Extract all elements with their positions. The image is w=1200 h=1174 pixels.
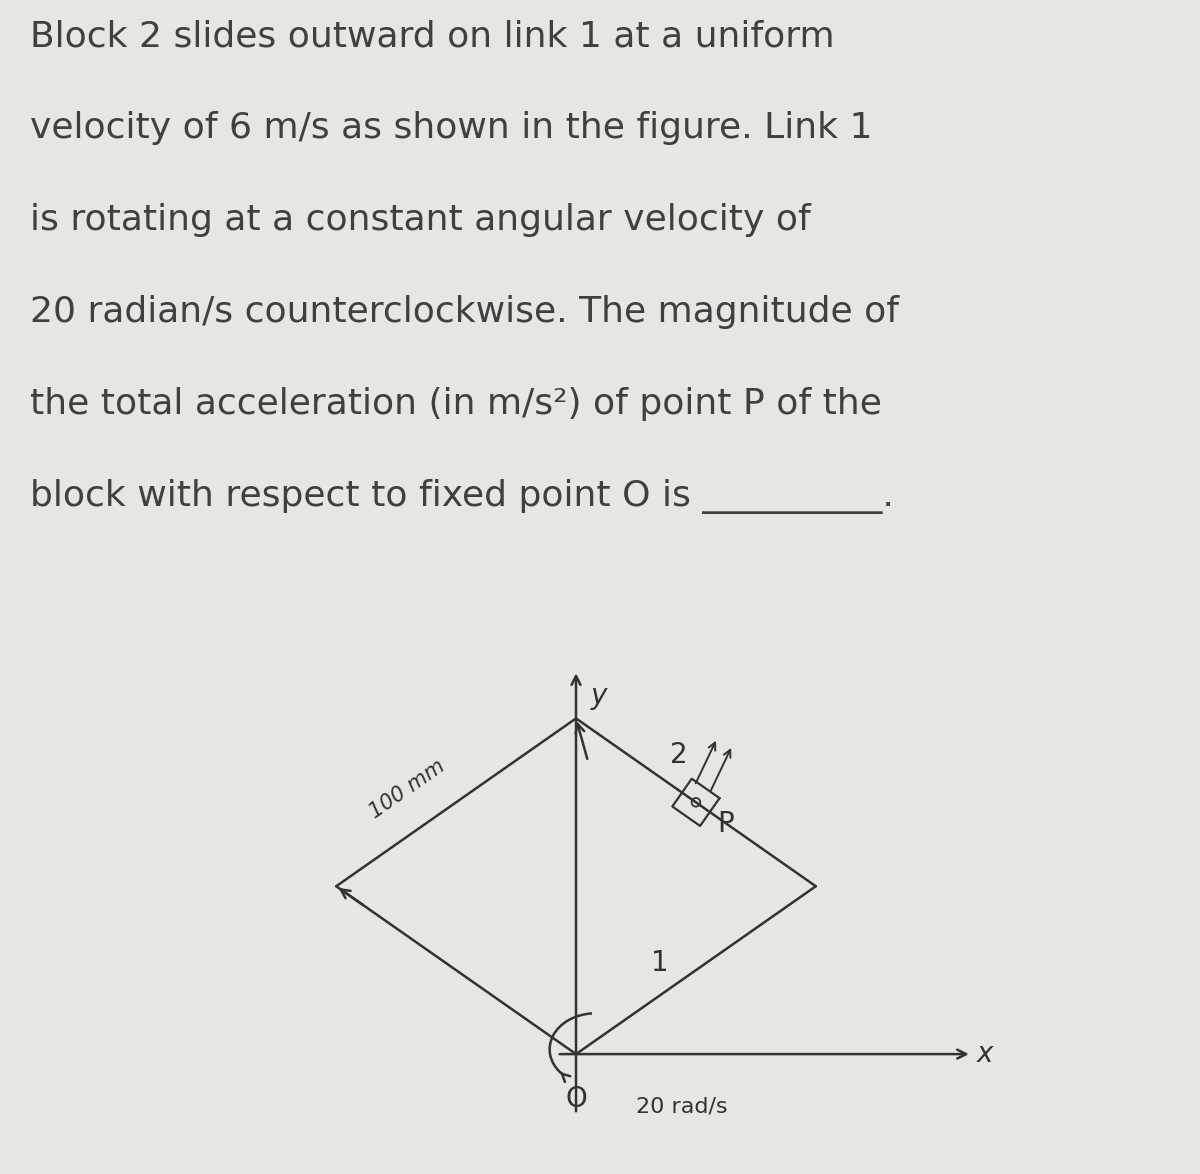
Text: y: y [590, 682, 607, 710]
Text: block with respect to fixed point O is __________.: block with respect to fixed point O is _… [30, 479, 894, 514]
Text: is rotating at a constant angular velocity of: is rotating at a constant angular veloci… [30, 203, 811, 237]
Text: 1: 1 [652, 949, 668, 977]
Text: O: O [565, 1085, 587, 1113]
Text: x: x [977, 1040, 992, 1068]
Text: Block 2 slides outward on link 1 at a uniform: Block 2 slides outward on link 1 at a un… [30, 19, 835, 53]
Text: 2: 2 [671, 741, 688, 769]
Text: P: P [718, 810, 734, 838]
Text: 20 rad/s: 20 rad/s [636, 1097, 727, 1116]
Text: velocity of 6 m/s as shown in the figure. Link 1: velocity of 6 m/s as shown in the figure… [30, 112, 872, 144]
Text: 100 mm: 100 mm [366, 756, 449, 823]
Text: 20 radian/s counterclockwise. The magnitude of: 20 radian/s counterclockwise. The magnit… [30, 295, 899, 329]
Text: the total acceleration (in m/s²) of point P of the: the total acceleration (in m/s²) of poin… [30, 386, 882, 420]
